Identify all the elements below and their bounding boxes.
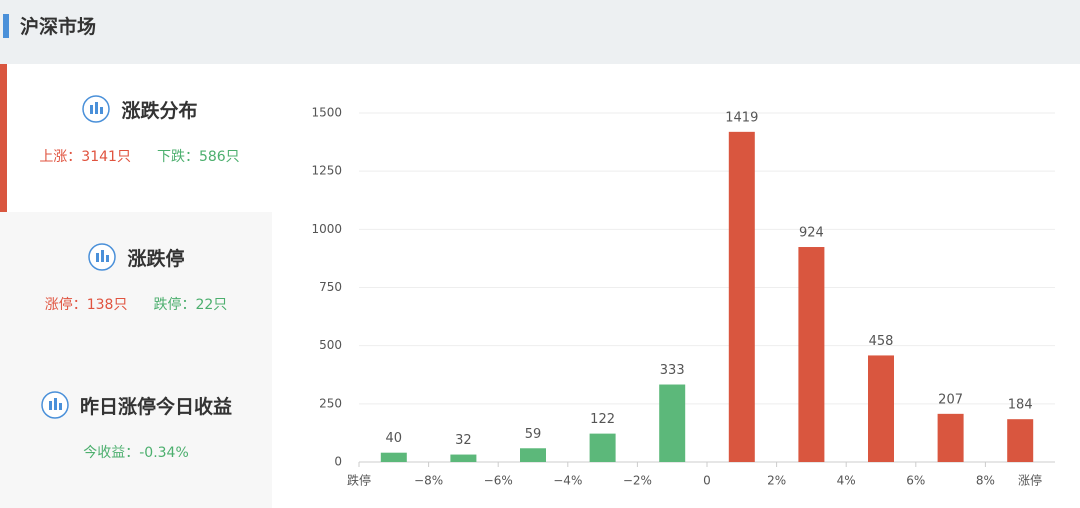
card-list: 涨跌分布上涨：3141只 下跌：586只涨跌停涨停：138只 跌停：22只昨日涨停今… (0, 64, 272, 508)
value-label: 184 (1008, 398, 1033, 413)
card-title: 涨跌停 (127, 247, 185, 270)
y-tick-label: 250 (319, 396, 342, 410)
value-label: 122 (590, 412, 615, 427)
x-tick-label: −8% (414, 474, 443, 488)
y-tick-label: 1250 (311, 164, 342, 178)
card-title-row: 涨跌分布 (7, 94, 272, 124)
icon (88, 243, 117, 271)
x-tick-label: 8% (976, 474, 995, 488)
value-label: 924 (799, 226, 824, 241)
value-label: 32 (455, 433, 472, 448)
x-tick-label: 涨停 (1018, 473, 1042, 488)
y-tick-label: 1000 (311, 222, 342, 236)
bar (380, 452, 407, 462)
bar (1007, 419, 1034, 462)
chart: 0 250 500 750 1000 1250 1500 跌停 −8% −6% −4% −2% 0 2% 4… (311, 106, 1055, 488)
card-stat: 涨停：138只 (44, 297, 128, 313)
card-stats: 涨停：138只 跌停：22只 (0, 294, 272, 314)
bar (868, 355, 894, 462)
header-title: 沪深市场 (20, 16, 97, 38)
icon (41, 391, 69, 419)
card-stats: 今收益：-0.34% (0, 442, 272, 462)
x-tick-label: 跌停 (347, 473, 371, 488)
value-label: 207 (938, 392, 963, 407)
card-stat: 上涨：3141只 (39, 149, 131, 165)
card-stat: 今收益：-0.34% (83, 445, 189, 461)
card[interactable]: 昨日涨停今日收益今收益：-0.34% (0, 360, 272, 508)
bar (937, 413, 964, 462)
value-label: 40 (386, 431, 403, 446)
card-title: 昨日涨停今日收益 (79, 395, 232, 418)
x-tick-label: 2% (767, 474, 786, 488)
accent-bar (3, 14, 9, 38)
card[interactable]: 涨跌分布上涨：3141只 下跌：586只 (0, 64, 272, 212)
icon (82, 95, 111, 123)
x-tick-label: −2% (623, 474, 652, 488)
y-tick-label: 500 (319, 338, 342, 352)
card-stats: 上涨：3141只 下跌：586只 (7, 146, 272, 166)
x-tick-label: 6% (906, 474, 925, 488)
bar (589, 433, 616, 462)
card-title: 涨跌分布 (121, 99, 198, 122)
x-tick-label: −6% (484, 474, 513, 488)
x-tick-label: 0 (703, 474, 711, 488)
card-title-row: 昨日涨停今日收益 (0, 390, 272, 420)
value-label: 458 (869, 334, 894, 349)
value-label: 59 (525, 427, 542, 442)
value-label: 333 (660, 363, 685, 378)
bar (728, 131, 755, 462)
y-tick-label: 0 (334, 455, 342, 469)
y-tick-label: 750 (319, 280, 342, 294)
y-tick-label: 1500 (311, 106, 342, 120)
card-title-row: 涨跌停 (0, 242, 272, 272)
value-label: 1419 (725, 110, 758, 125)
x-tick-label: 4% (837, 474, 856, 488)
bar (450, 454, 477, 462)
card[interactable]: 涨跌停涨停：138只 跌停：22只 (0, 212, 272, 360)
bar (659, 384, 686, 462)
header: 沪深市场 (0, 0, 1080, 64)
x-tick-label: −4% (553, 474, 582, 488)
bar (520, 448, 546, 462)
card-stat: 跌停：22只 (153, 297, 228, 313)
bar (798, 247, 825, 462)
card-stat: 下跌：586只 (156, 149, 240, 165)
